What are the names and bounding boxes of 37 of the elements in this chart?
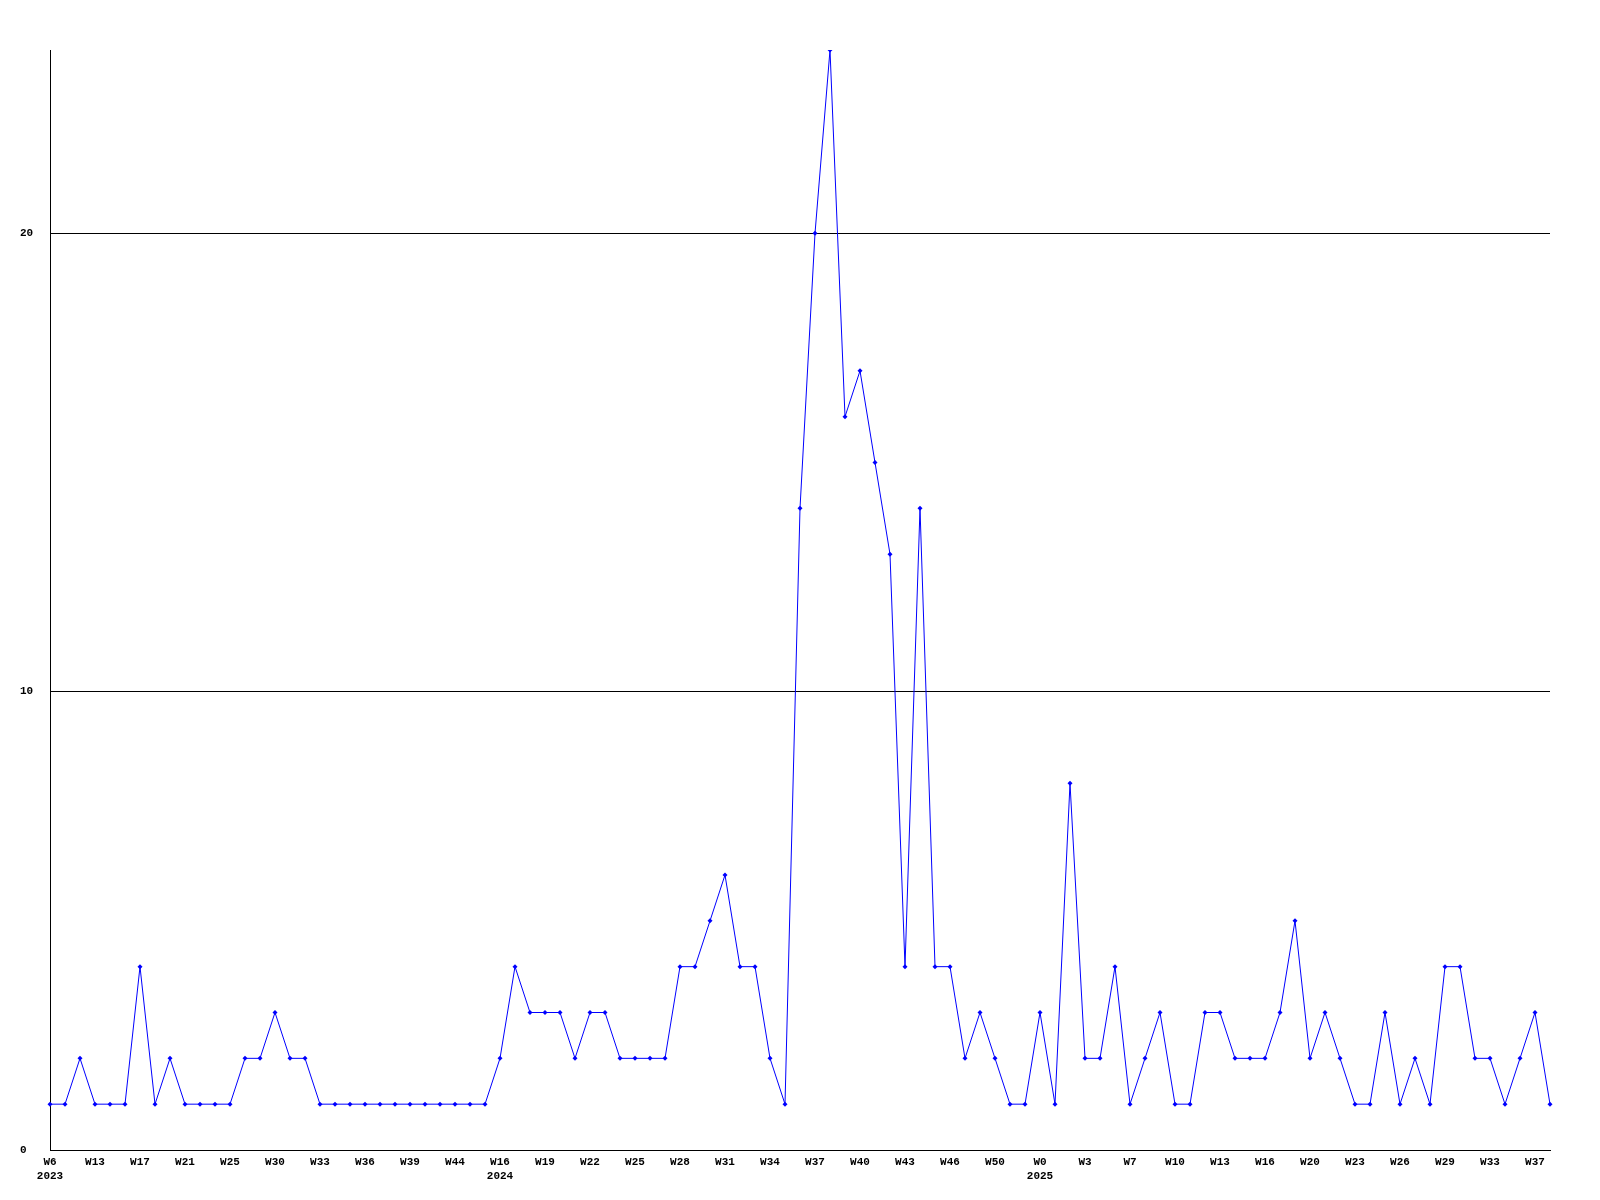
x-tick-label: W6 2023 [36, 1156, 64, 1182]
x-tick-label: W34 [760, 1156, 781, 1169]
x-tick-label: W37 [805, 1156, 825, 1169]
x-tick-label: W50 [985, 1156, 1005, 1169]
x-tick-label: W25 [625, 1156, 646, 1169]
y-tick-label: 0 [20, 1143, 27, 1156]
y-tick-label: 20 [20, 227, 34, 240]
x-tick-label: W26 [1390, 1156, 1410, 1169]
x-tick-label: W23 [1345, 1156, 1366, 1169]
x-tick-label: W28 [670, 1156, 691, 1169]
y-tick-label: 10 [20, 685, 34, 698]
x-tick-label: W44 [445, 1156, 466, 1169]
x-tick-label: W19 [535, 1156, 555, 1169]
x-tick-label: W17 [130, 1156, 150, 1169]
x-tick-label: W22 [580, 1156, 600, 1169]
x-tick-label: W25 [220, 1156, 241, 1169]
x-tick-label: W21 [175, 1156, 196, 1169]
x-tick-label: W16 [1255, 1156, 1275, 1169]
x-tick-label: W31 [715, 1156, 736, 1169]
x-tick-label: W16 2024 [486, 1156, 514, 1182]
x-tick-label: W40 [850, 1156, 870, 1169]
x-tick-label: W13 [1210, 1156, 1231, 1169]
x-tick-label: W30 [265, 1156, 285, 1169]
x-tick-label: W33 [1480, 1156, 1501, 1169]
x-tick-label: W20 [1300, 1156, 1320, 1169]
x-tick-label: W36 [355, 1156, 375, 1169]
x-tick-label: W37 [1525, 1156, 1545, 1169]
x-tick-label: W7 [1123, 1156, 1137, 1169]
x-tick-label: W33 [310, 1156, 331, 1169]
x-tick-label: W29 [1435, 1156, 1455, 1169]
x-tick-label: W43 [895, 1156, 916, 1169]
x-tick-label: W10 [1165, 1156, 1185, 1169]
x-tick-label: W3 [1078, 1156, 1092, 1169]
x-tick-label: W46 [940, 1156, 960, 1169]
x-tick-label: W0 2025 [1026, 1156, 1054, 1182]
x-tick-label: W13 [85, 1156, 106, 1169]
x-tick-label: W39 [400, 1156, 420, 1169]
